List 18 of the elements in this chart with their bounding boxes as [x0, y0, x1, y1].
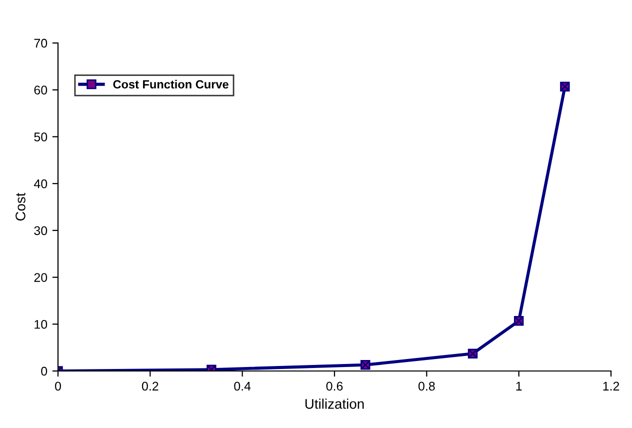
x-tick-label: 0.6 — [326, 382, 343, 391]
y-tick-label: 70 — [34, 38, 48, 48]
y-tick-label: 30 — [34, 226, 48, 236]
y-tick-label: 0 — [41, 366, 48, 376]
y-tick-label: 60 — [34, 86, 48, 95]
x-tick-label: 0.2 — [142, 382, 158, 391]
y-tick-label: 40 — [34, 179, 48, 188]
y-tick-label: 20 — [34, 273, 48, 282]
x-axis-title: Utilization — [305, 398, 364, 409]
legend-label: Cost Function Curve — [113, 80, 228, 89]
x-tick-label: 0.8 — [418, 382, 435, 391]
x-tick-label: 1 — [516, 382, 522, 390]
x-tick-label: 0.4 — [234, 382, 251, 391]
y-axis-title: Cost — [16, 192, 26, 221]
y-tick-label: 50 — [34, 132, 48, 142]
y-tick-label: 10 — [34, 320, 48, 329]
x-tick-label: 1.2 — [603, 382, 620, 390]
x-tick-label: 0 — [55, 382, 61, 391]
